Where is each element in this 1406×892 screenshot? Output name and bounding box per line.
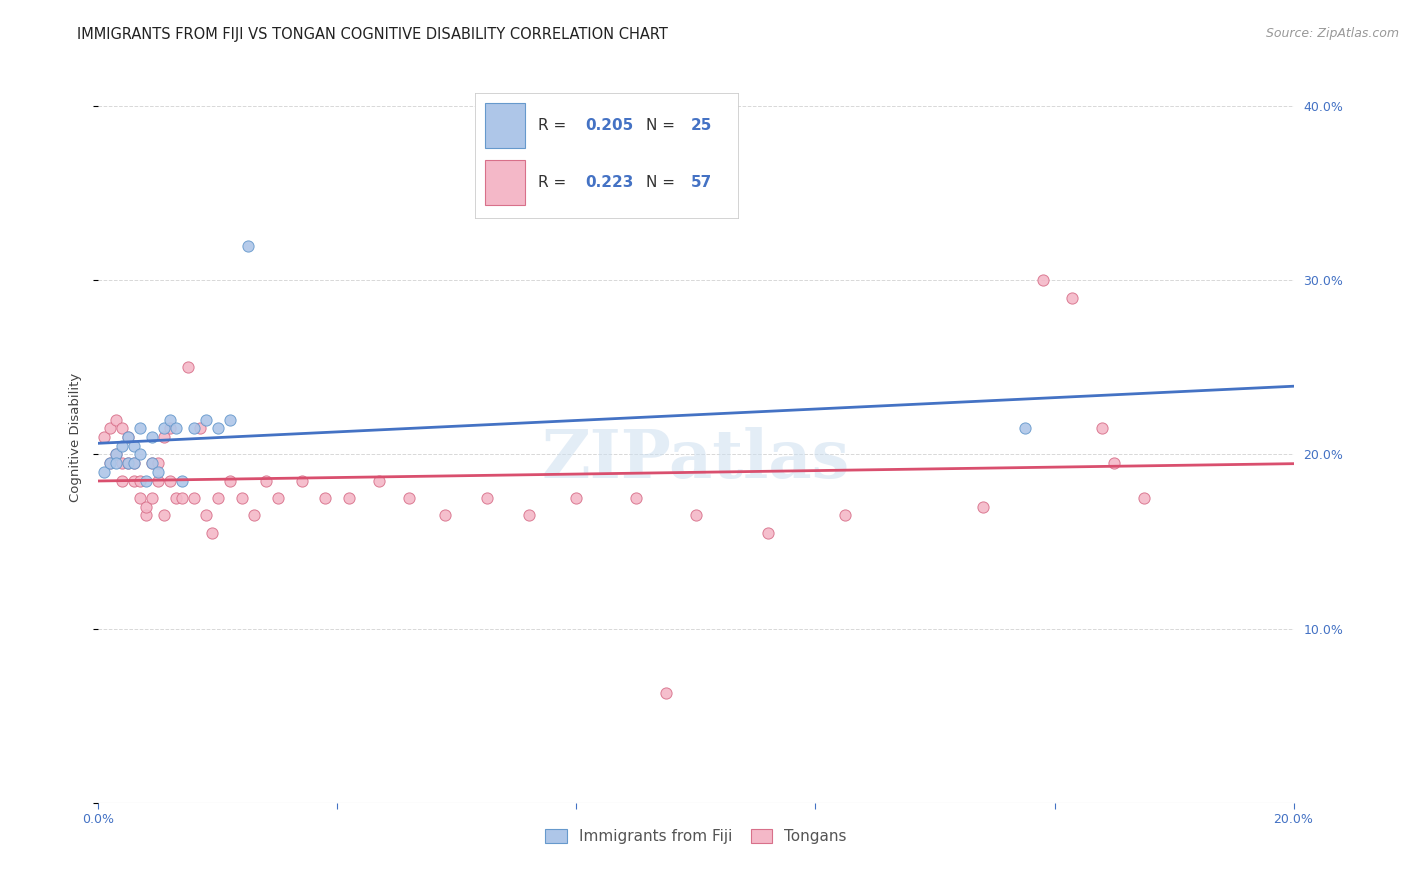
Point [231, 491, 253, 505]
Point [195, 508, 218, 523]
Point [1091, 421, 1114, 435]
Point [105, 448, 128, 462]
Point [655, 686, 678, 700]
Point [972, 500, 994, 514]
Text: Source: ZipAtlas.com: Source: ZipAtlas.com [1265, 27, 1399, 40]
Point [141, 456, 163, 470]
Point [219, 474, 242, 488]
Point [135, 500, 157, 514]
Point [159, 474, 181, 488]
Point [195, 412, 218, 426]
Point [685, 508, 707, 523]
Point [117, 456, 139, 470]
Point [267, 491, 290, 505]
Point [172, 474, 194, 488]
Point [201, 525, 224, 540]
Point [111, 421, 134, 435]
Point [368, 474, 391, 488]
Point [1133, 491, 1156, 505]
Point [254, 474, 277, 488]
Point [124, 456, 146, 470]
Point [141, 456, 163, 470]
Point [207, 421, 229, 435]
Point [475, 491, 498, 505]
Point [124, 456, 146, 470]
Point [165, 421, 187, 435]
Point [565, 491, 588, 505]
Point [219, 412, 242, 426]
Point [172, 491, 194, 505]
Point [148, 456, 170, 470]
Point [165, 491, 187, 505]
Point [129, 474, 152, 488]
Point [315, 491, 337, 505]
Point [626, 491, 648, 505]
Point [129, 421, 152, 435]
Point [135, 474, 157, 488]
Point [148, 465, 170, 479]
Point [141, 491, 163, 505]
Point [291, 474, 314, 488]
Point [148, 474, 170, 488]
Text: IMMIGRANTS FROM FIJI VS TONGAN COGNITIVE DISABILITY CORRELATION CHART: IMMIGRANTS FROM FIJI VS TONGAN COGNITIVE… [77, 27, 668, 42]
Legend: Immigrants from Fiji, Tongans: Immigrants from Fiji, Tongans [538, 822, 853, 850]
Point [117, 456, 139, 470]
Point [98, 456, 122, 470]
Point [111, 439, 134, 453]
Point [834, 508, 856, 523]
Point [111, 474, 134, 488]
Point [111, 456, 134, 470]
Point [183, 421, 205, 435]
Point [117, 430, 139, 444]
Point [1104, 456, 1126, 470]
Point [339, 491, 361, 505]
Point [141, 430, 163, 444]
Point [98, 456, 122, 470]
Point [756, 525, 779, 540]
Point [105, 456, 128, 470]
Point [188, 421, 211, 435]
Point [124, 439, 146, 453]
Point [177, 360, 200, 375]
Point [207, 491, 229, 505]
Y-axis label: Cognitive Disability: Cognitive Disability [69, 373, 82, 501]
Point [517, 508, 540, 523]
Point [153, 421, 176, 435]
Point [105, 412, 128, 426]
Point [159, 412, 181, 426]
Point [1014, 421, 1036, 435]
Point [183, 491, 205, 505]
Point [434, 508, 457, 523]
Text: ZIPatlas: ZIPatlas [541, 426, 851, 491]
Point [398, 491, 420, 505]
Point [93, 430, 115, 444]
Point [129, 448, 152, 462]
Point [135, 508, 157, 523]
Point [93, 465, 115, 479]
Point [98, 421, 122, 435]
Point [236, 238, 259, 252]
Point [153, 508, 176, 523]
Point [153, 430, 176, 444]
Point [1062, 291, 1084, 305]
Point [1032, 273, 1054, 287]
Point [117, 430, 139, 444]
Point [124, 474, 146, 488]
Point [105, 448, 128, 462]
Point [243, 508, 266, 523]
Point [129, 491, 152, 505]
Point [159, 421, 181, 435]
